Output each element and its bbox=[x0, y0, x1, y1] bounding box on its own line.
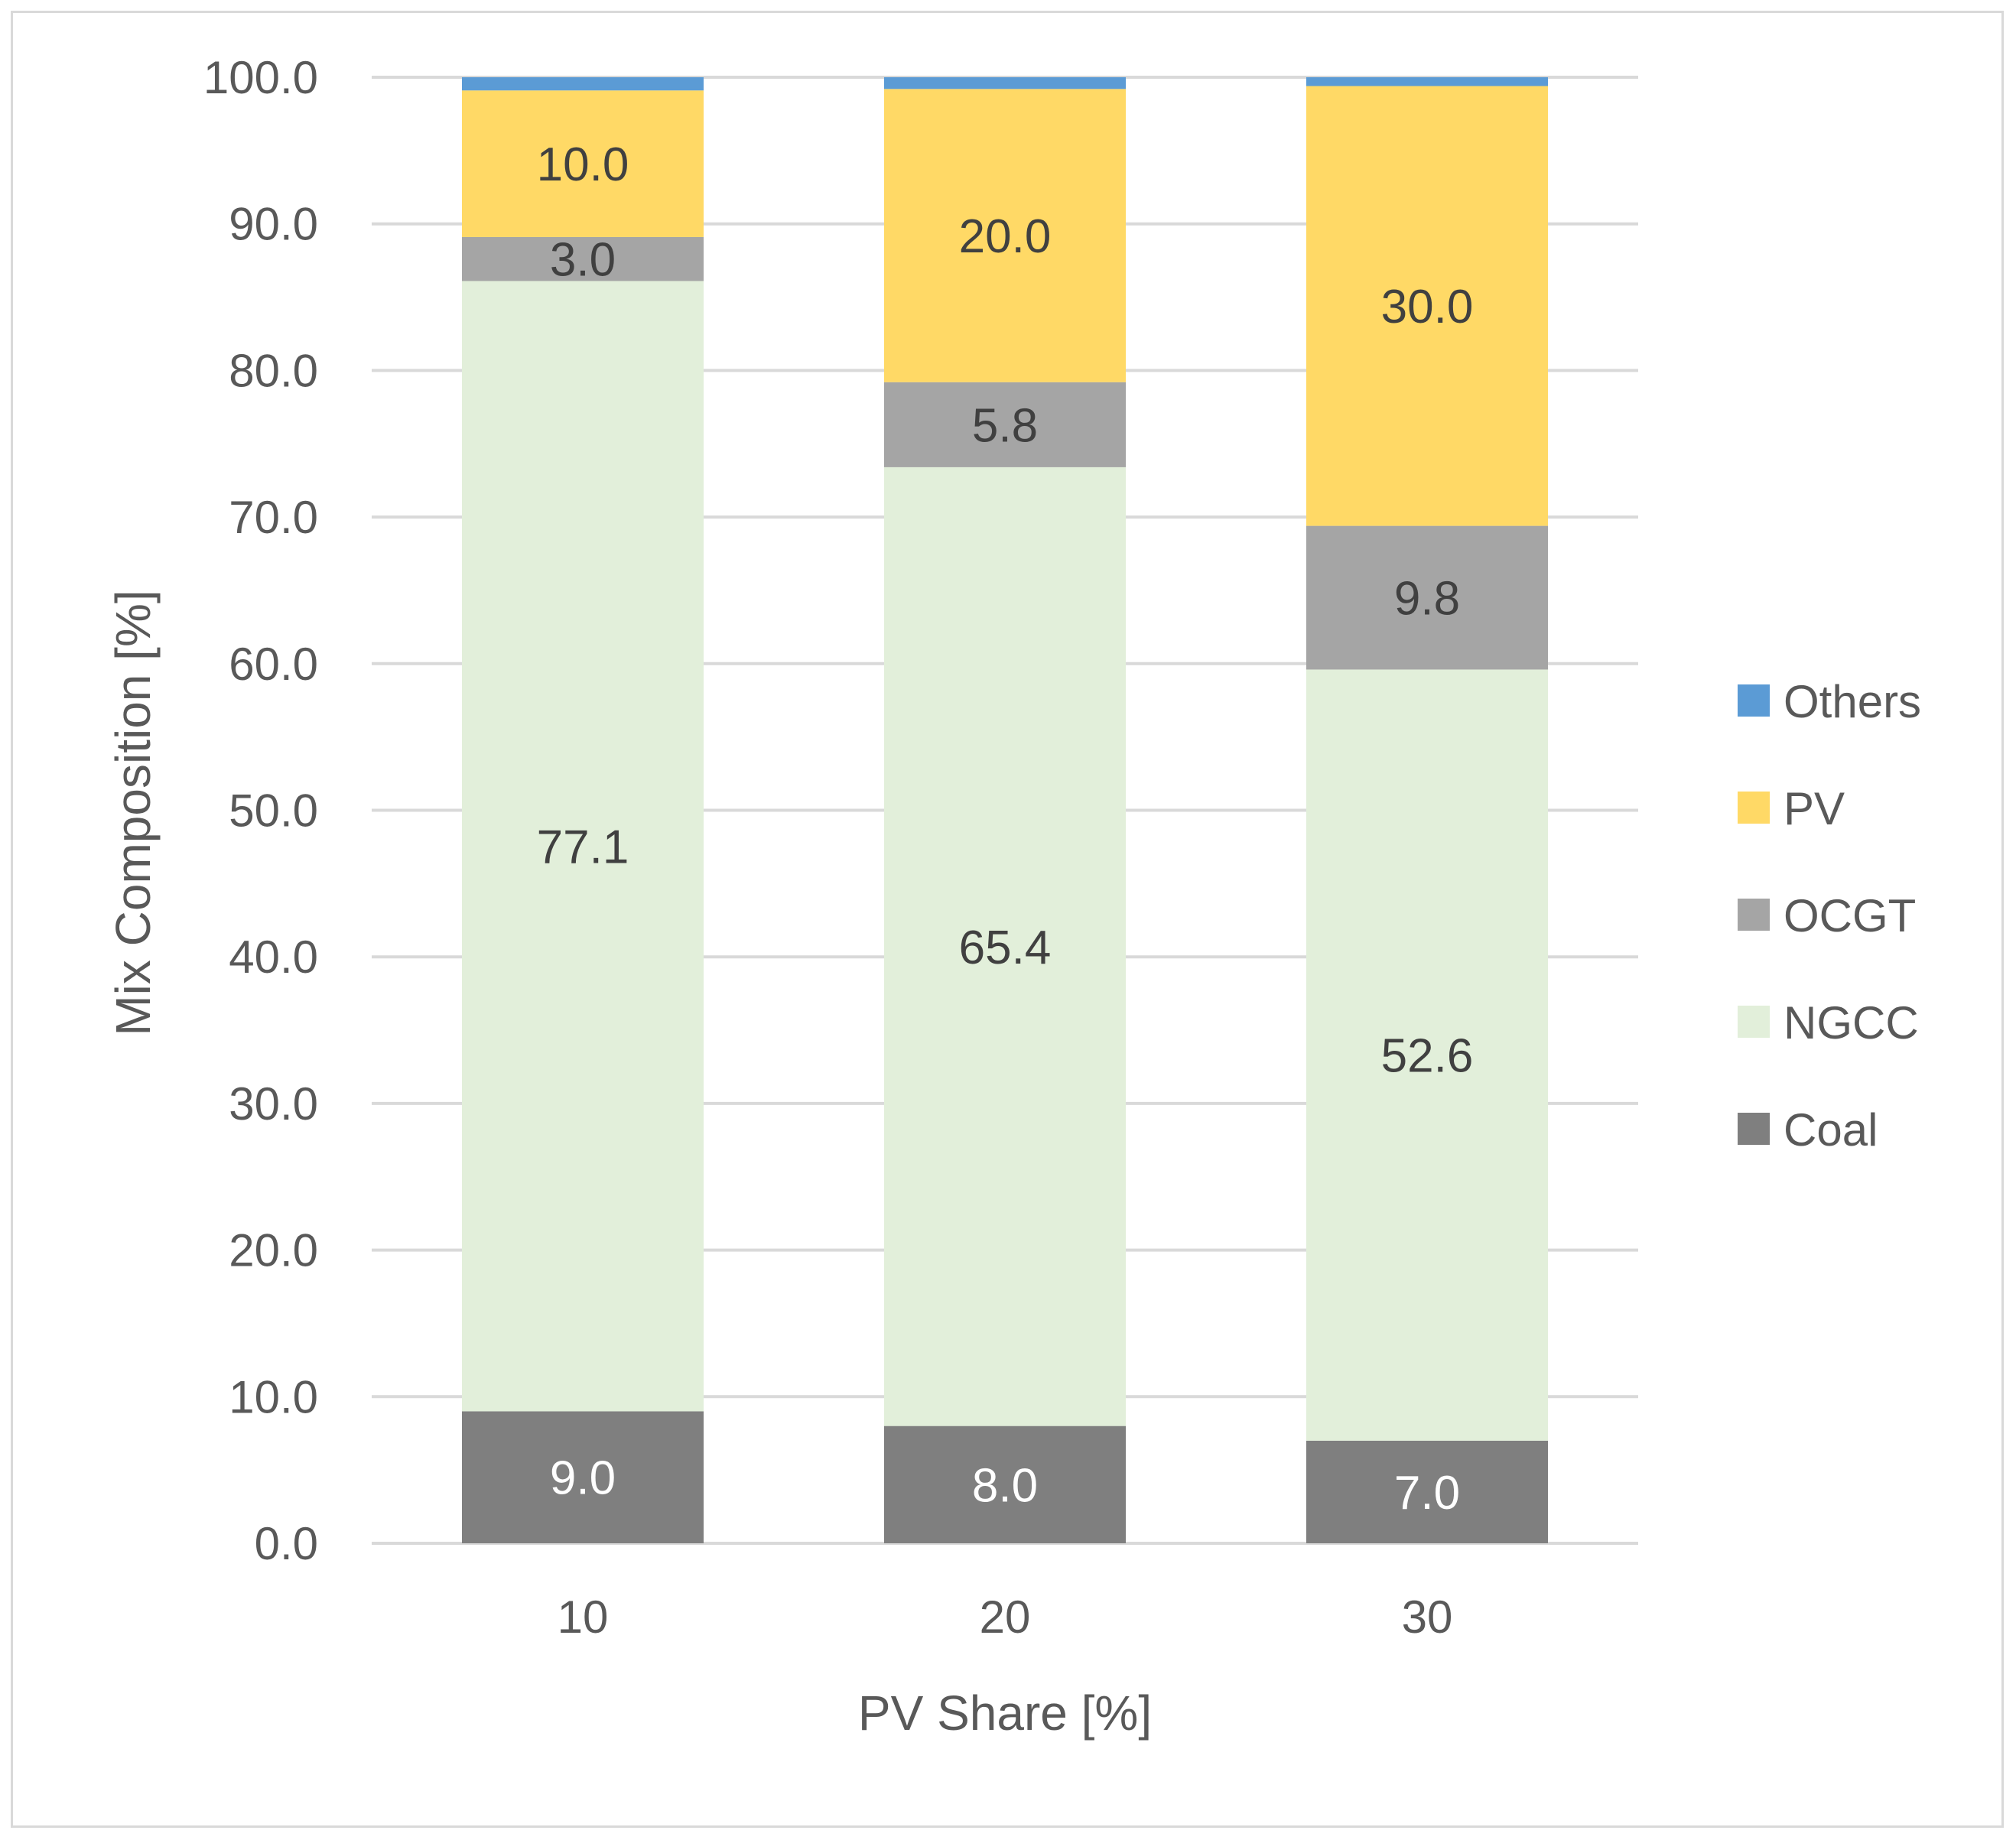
legend-swatch-ngcc bbox=[1738, 1006, 1770, 1038]
data-label: 10.0 bbox=[537, 138, 629, 191]
y-tick-label: 50.0 bbox=[229, 785, 318, 837]
x-tick-label: 10 bbox=[558, 1591, 609, 1643]
legend-swatch-others bbox=[1738, 684, 1770, 717]
data-label: 3.0 bbox=[550, 234, 616, 287]
y-tick-label: 30.0 bbox=[229, 1078, 318, 1130]
bar-segment-ocgt bbox=[884, 382, 1126, 467]
data-label: 9.0 bbox=[550, 1452, 616, 1505]
bar-segment-coal bbox=[462, 1411, 704, 1543]
bar-segment-coal bbox=[884, 1426, 1126, 1543]
legend-label: PV bbox=[1784, 783, 1845, 834]
bar-segment-pv bbox=[462, 90, 704, 237]
bar-segment-ngcc bbox=[884, 467, 1126, 1426]
x-axis-title: PV Share [%] bbox=[858, 1686, 1152, 1741]
y-tick-label: 70.0 bbox=[229, 492, 318, 543]
legend-swatch-pv bbox=[1738, 792, 1770, 824]
data-label: 77.1 bbox=[537, 821, 629, 873]
legend-swatch-coal bbox=[1738, 1113, 1770, 1145]
y-tick-label: 80.0 bbox=[229, 345, 318, 396]
y-tick-label: 0.0 bbox=[255, 1518, 318, 1569]
data-label: 7.0 bbox=[1394, 1467, 1460, 1520]
bar-segment-ocgt bbox=[1306, 525, 1548, 670]
bar-segment-others bbox=[884, 77, 1126, 89]
bar-stacks bbox=[462, 77, 1548, 1543]
bar-segment-pv bbox=[884, 89, 1126, 382]
legend-label: Others bbox=[1784, 676, 1921, 727]
x-tick-label: 30 bbox=[1402, 1591, 1453, 1643]
data-label: 8.0 bbox=[972, 1459, 1038, 1512]
x-axis-ticks: 10 20 30 bbox=[558, 1591, 1453, 1643]
data-labels: 9.0 77.1 3.0 10.0 8.0 65.4 5.8 20.0 7.0 52.6 9.8 30… bbox=[537, 138, 1474, 1520]
bar-segment-ngcc bbox=[1306, 669, 1548, 1441]
y-tick-label: 10.0 bbox=[229, 1371, 318, 1422]
y-tick-label: 20.0 bbox=[229, 1225, 318, 1276]
bar-segment-ocgt bbox=[462, 236, 704, 281]
data-label: 20.0 bbox=[959, 210, 1052, 263]
y-axis-ticks: 0.0 10.0 20.0 30.0 40.0 50.0 60.0 70.0 80.0 90.0 1… bbox=[203, 52, 318, 1569]
legend-swatch-ocgt bbox=[1738, 899, 1770, 931]
y-axis-title: Mix Composition [%] bbox=[106, 590, 161, 1035]
bar-segment-coal bbox=[1306, 1440, 1548, 1543]
legend-label: NGCC bbox=[1784, 997, 1919, 1048]
legend-label: Coal bbox=[1784, 1104, 1878, 1156]
x-tick-label: 20 bbox=[980, 1591, 1031, 1643]
data-label: 5.8 bbox=[972, 399, 1038, 452]
y-tick-label: 100.0 bbox=[203, 52, 318, 103]
y-tick-label: 60.0 bbox=[229, 639, 318, 690]
legend: Others PV OCGT NGCC Coal bbox=[1738, 676, 1921, 1156]
legend-label: OCGT bbox=[1784, 890, 1916, 941]
data-label: 65.4 bbox=[959, 922, 1052, 974]
y-tick-label: 90.0 bbox=[229, 199, 318, 250]
data-label: 52.6 bbox=[1381, 1030, 1474, 1083]
data-label: 9.8 bbox=[1394, 573, 1460, 626]
bar-segment-pv bbox=[1306, 86, 1548, 526]
y-tick-label: 40.0 bbox=[229, 931, 318, 983]
bar-segment-ngcc bbox=[462, 281, 704, 1412]
data-label: 30.0 bbox=[1381, 281, 1474, 333]
bar-segment-others bbox=[462, 77, 704, 91]
bar-segment-others bbox=[1306, 77, 1548, 86]
